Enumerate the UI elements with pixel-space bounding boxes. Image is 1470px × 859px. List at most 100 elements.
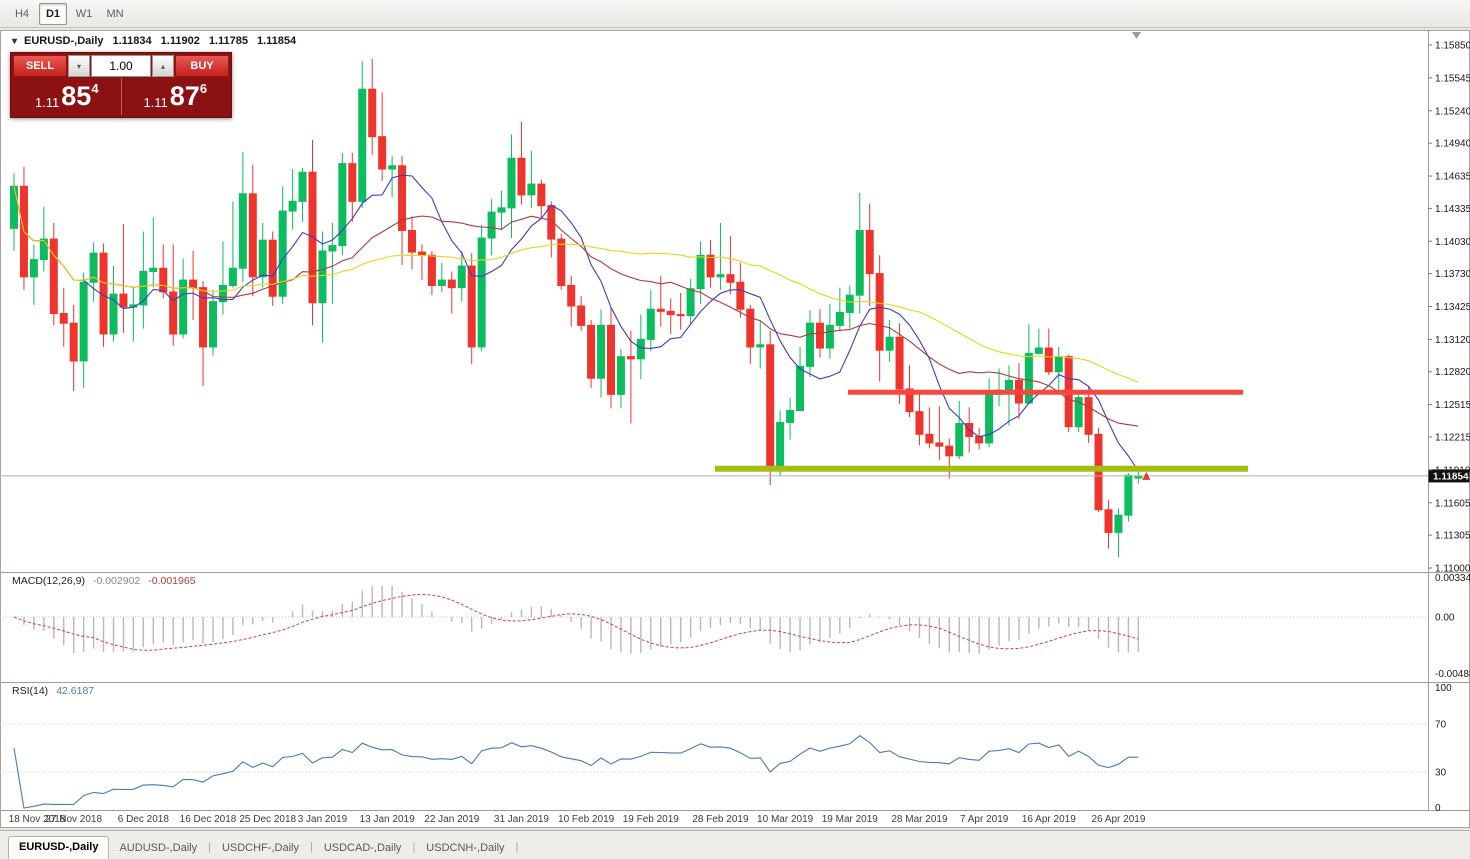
candle-body <box>1104 509 1113 533</box>
buy-price-display[interactable]: 1.11 87 6 <box>122 78 230 115</box>
candle-body <box>487 211 496 239</box>
price-axis-label: 1.11000 <box>1435 564 1470 575</box>
oct-price-row: 1.11 85 4 1.11 87 6 <box>13 78 229 115</box>
date-axis-label: 27 Nov 2018 <box>45 814 102 825</box>
candle-body <box>825 324 834 349</box>
candle-body <box>308 171 317 304</box>
time-scale[interactable] <box>0 810 1428 828</box>
tab-eurusd-daily[interactable]: EURUSD-,Daily <box>8 836 110 859</box>
price-axis-label: 1.14635 <box>1435 172 1470 183</box>
price-axis-label: 1.14940 <box>1435 139 1470 150</box>
candle-body <box>975 435 984 444</box>
sell-price-display[interactable]: 1.11 85 4 <box>13 78 122 115</box>
candle-body <box>1094 433 1103 511</box>
candle-body <box>955 423 964 457</box>
price-axis-label: 1.15850 <box>1435 41 1470 52</box>
period-button-h4[interactable]: H4 <box>14 7 30 20</box>
candle-body <box>348 163 357 202</box>
candle-body <box>607 324 615 395</box>
tab-usdchf-daily[interactable]: USDCHF-,Daily <box>221 842 299 854</box>
price-axis-label: 1.12515 <box>1435 400 1470 411</box>
candle-body <box>875 273 884 351</box>
candle-body <box>517 157 526 196</box>
date-axis-label: 7 Apr 2019 <box>960 814 1009 825</box>
buy-price-prefix: 1.11 <box>143 95 168 110</box>
candle-body <box>169 291 178 335</box>
candle-body <box>706 254 715 278</box>
candle-body <box>268 239 277 297</box>
candle-body <box>1114 514 1123 533</box>
candle-body <box>437 279 446 286</box>
candle-body <box>676 314 685 317</box>
candle-body <box>696 254 705 290</box>
candle-body <box>925 433 934 444</box>
ohlc-close: 1.11854 <box>256 35 297 47</box>
candle-body <box>10 185 18 229</box>
tab-usdcad-daily[interactable]: USDCAD-,Daily <box>323 842 402 854</box>
candle-body <box>29 259 38 278</box>
candle-body <box>766 344 775 470</box>
candle-body <box>845 294 854 313</box>
candle-body <box>179 279 188 335</box>
candle-body <box>278 210 287 297</box>
tab-usdcnh-daily[interactable]: USDCNH-,Daily <box>426 842 505 854</box>
tab-separator: | <box>208 841 211 853</box>
rsi-label: RSI(14) <box>12 685 49 697</box>
candle-body <box>109 293 118 335</box>
candle-body <box>477 237 486 348</box>
date-axis-label: 28 Mar 2019 <box>891 814 948 825</box>
macd-axis-max: 0.003346 <box>1435 573 1470 584</box>
date-axis-label: 26 Apr 2019 <box>1091 814 1145 825</box>
price-axis-label: 1.13120 <box>1435 335 1470 346</box>
candle-body <box>318 250 327 304</box>
ohlc-open: 1.11834 <box>112 35 152 47</box>
price-axis-label: 1.14030 <box>1435 237 1470 248</box>
candle-body <box>59 313 68 324</box>
candle-body <box>398 165 407 231</box>
price-scale[interactable] <box>1428 30 1470 810</box>
candle-body <box>328 245 337 252</box>
price-axis-label: 1.13730 <box>1435 269 1470 280</box>
candle-body <box>567 284 576 307</box>
one-click-toggle-icon[interactable]: ▾ <box>12 35 18 47</box>
period-button-d1[interactable]: D1 <box>39 2 67 25</box>
price-axis-label: 1.15545 <box>1435 73 1470 84</box>
date-axis-label: 16 Dec 2018 <box>180 814 237 825</box>
candle-body <box>895 336 904 390</box>
candle-body <box>1084 397 1093 435</box>
date-axis-label: 28 Feb 2019 <box>692 814 749 825</box>
date-axis-label: 13 Jan 2019 <box>360 814 415 825</box>
period-button-mn[interactable]: MN <box>106 7 124 20</box>
price-axis-label: 1.15240 <box>1435 106 1470 117</box>
candle-body <box>258 239 267 278</box>
chart-background <box>0 30 1470 828</box>
date-axis-label: 3 Jan 2019 <box>298 814 348 825</box>
sell-button[interactable]: SELL <box>13 55 67 77</box>
bid-arrow-icon <box>1142 471 1151 480</box>
candle-body <box>368 88 377 138</box>
period-button-w1[interactable]: W1 <box>75 7 93 20</box>
candle-body <box>796 365 805 412</box>
buy-price-big: 87 <box>169 81 200 111</box>
period-toolbar: H4 D1 W1 MN <box>0 0 1470 28</box>
one-click-trading-panel: SELL ▾ ▴ BUY 1.11 85 4 1.11 87 6 <box>10 52 232 118</box>
price-axis-label: 1.13425 <box>1435 302 1470 313</box>
price-axis-label: 1.14335 <box>1435 204 1470 215</box>
buy-button[interactable]: BUY <box>175 55 229 77</box>
macd-signal-line <box>13 593 1139 651</box>
rsi-axis-label: 70 <box>1435 720 1447 731</box>
candle-body <box>656 308 665 312</box>
date-axis-label: 25 Dec 2018 <box>239 814 296 825</box>
candle-body <box>119 293 128 308</box>
lot-size-input[interactable] <box>91 55 151 77</box>
lot-stepper-icon[interactable]: ▴ <box>152 55 174 77</box>
candle-body <box>756 344 765 348</box>
candle-body <box>49 238 58 315</box>
candle-body <box>806 322 814 367</box>
lot-dropdown-icon[interactable]: ▾ <box>68 55 90 77</box>
chart-shift-marker-icon[interactable] <box>1132 32 1141 39</box>
candle-body <box>646 308 655 340</box>
chart-tabs-bar: EURUSD-,Daily AUDUSD-,Daily | USDCHF-,Da… <box>0 830 1470 859</box>
tab-audusd-daily[interactable]: AUDUSD-,Daily <box>119 842 198 854</box>
